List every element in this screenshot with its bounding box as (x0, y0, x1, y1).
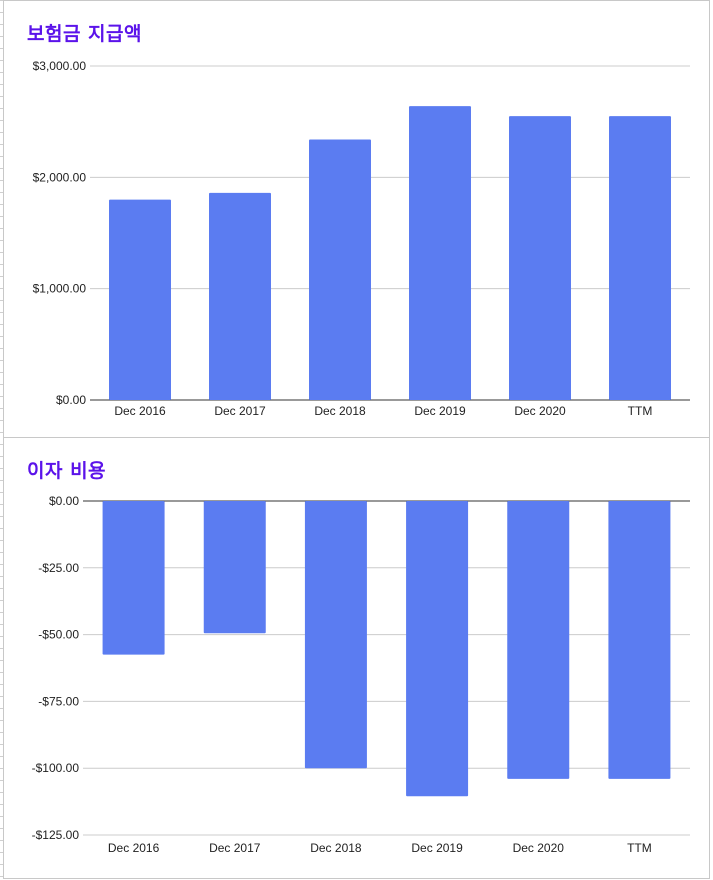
x-tick-label: Dec 2020 (513, 841, 565, 855)
bar[interactable] (109, 199, 171, 400)
bar-chart-interest: $0.00 -$25.00 -$50.00 -$75.00 -$100.00 -$125.… (32, 494, 690, 855)
bar[interactable] (509, 116, 571, 400)
bar[interactable] (409, 106, 471, 400)
x-tick-label: Dec 2017 (214, 404, 266, 418)
chart-title: 보험금 지급액 (27, 23, 142, 45)
y-tick-label: $1,000.00 (33, 282, 87, 296)
x-tick-label: TTM (628, 404, 653, 418)
chart-panel-interest[interactable]: 이자 비용 $0.00 -$25.00 -$50.00 -$75.00 -$100.00… (3, 437, 710, 879)
x-tick-label: Dec 2016 (108, 841, 160, 855)
bar[interactable] (203, 501, 266, 634)
y-tick-label: $0.00 (49, 494, 79, 508)
y-tick-label: -$125.00 (32, 828, 80, 842)
chart-panel-claims[interactable]: 보험금 지급액 $0.00 $1,000.00 $2,000.00 $3,000.00… (3, 0, 710, 438)
y-tick-label: $3,000.00 (33, 59, 87, 73)
bar[interactable] (609, 116, 671, 400)
bar[interactable] (304, 501, 367, 769)
x-tick-label: Dec 2016 (114, 404, 166, 418)
x-tick-label: Dec 2020 (514, 404, 566, 418)
y-tick-label: -$100.00 (32, 761, 80, 775)
x-tick-label: Dec 2018 (314, 404, 366, 418)
bar[interactable] (507, 501, 570, 779)
y-tick-label: $0.00 (56, 393, 86, 407)
x-tick-label: Dec 2019 (411, 841, 463, 855)
x-tick-label: Dec 2017 (209, 841, 261, 855)
x-tick-label: Dec 2019 (414, 404, 466, 418)
y-tick-label: -$25.00 (38, 561, 79, 575)
bar[interactable] (406, 501, 469, 797)
y-tick-label: $2,000.00 (33, 170, 87, 184)
x-tick-label: TTM (627, 841, 652, 855)
chart-title: 이자 비용 (27, 460, 107, 482)
bar-chart-claims: $0.00 $1,000.00 $2,000.00 $3,000.00 Dec 2016… (33, 59, 690, 418)
y-tick-label: -$50.00 (38, 628, 79, 642)
bar[interactable] (608, 501, 671, 779)
x-tick-label: Dec 2018 (310, 841, 362, 855)
y-tick-label: -$75.00 (38, 694, 79, 708)
bar[interactable] (309, 139, 371, 401)
bar[interactable] (209, 192, 271, 400)
bar[interactable] (102, 501, 165, 655)
